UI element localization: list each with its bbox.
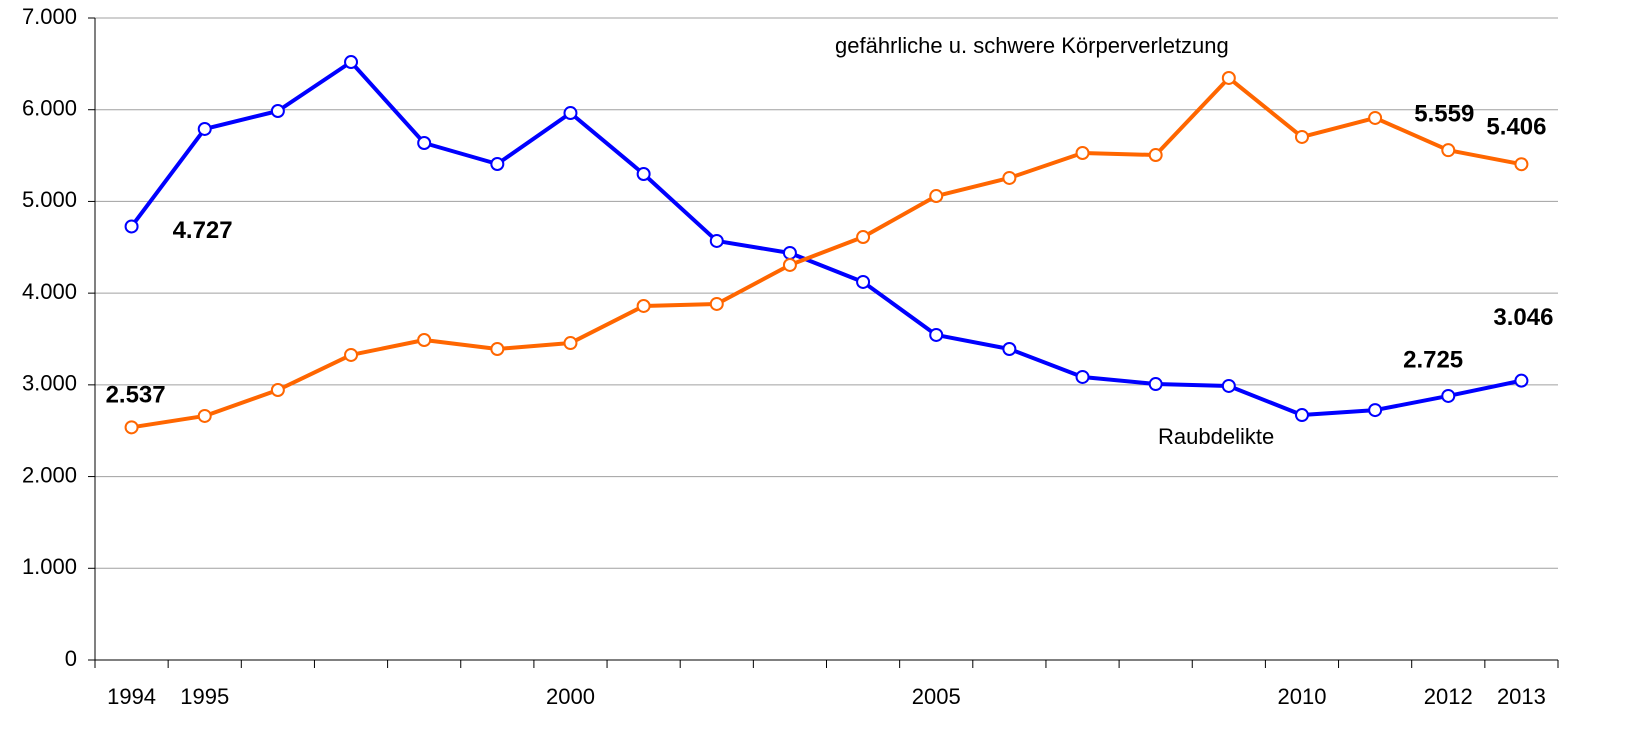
x-tick-label: 2005	[912, 684, 961, 709]
marker	[1441, 143, 1456, 158]
marker	[1148, 377, 1163, 392]
y-tick-label: 1.000	[22, 554, 77, 579]
marker	[709, 296, 724, 311]
marker	[270, 103, 285, 118]
x-tick-label: 1994	[107, 684, 156, 709]
data-label: 3.046	[1493, 304, 1553, 331]
marker	[636, 167, 651, 182]
marker	[124, 219, 139, 234]
marker	[1002, 341, 1017, 356]
marker	[782, 245, 797, 260]
data-label: 5.559	[1414, 101, 1474, 128]
marker	[782, 257, 797, 272]
marker	[929, 327, 944, 342]
marker	[344, 55, 359, 70]
marker	[1368, 110, 1383, 125]
x-tick-label: 2010	[1277, 684, 1326, 709]
marker	[197, 121, 212, 136]
y-tick-label: 4.000	[22, 279, 77, 304]
marker	[1075, 369, 1090, 384]
y-tick-label: 3.000	[22, 371, 77, 396]
marker	[197, 408, 212, 423]
x-tick-label: 2012	[1424, 684, 1473, 709]
marker	[417, 333, 432, 348]
marker	[563, 106, 578, 121]
line	[129, 60, 1522, 418]
marker	[636, 298, 651, 313]
y-tick-label: 5.000	[22, 187, 77, 212]
marker	[709, 233, 724, 248]
series-name: gefährliche u. schwere Körperverletzung	[835, 33, 1229, 58]
marker	[124, 420, 139, 435]
marker	[1002, 170, 1017, 185]
line	[131, 75, 1522, 430]
y-tick-label: 0	[65, 646, 77, 671]
marker	[270, 382, 285, 397]
marker	[490, 341, 505, 356]
data-label: 2.537	[106, 382, 166, 409]
data-label: 5.406	[1486, 114, 1546, 141]
marker	[1221, 378, 1236, 393]
x-tick-label: 1995	[180, 684, 229, 709]
marker	[1368, 403, 1383, 418]
marker	[417, 136, 432, 151]
series-name: Raubdelikte	[1158, 424, 1274, 449]
marker	[1148, 148, 1163, 163]
marker	[1294, 408, 1309, 423]
x-tick-label: 2013	[1497, 684, 1546, 709]
marker	[1441, 388, 1456, 403]
marker	[1075, 146, 1090, 161]
y-tick-label: 7.000	[22, 4, 77, 29]
y-tick-label: 6.000	[22, 96, 77, 121]
data-label: 4.727	[173, 217, 233, 244]
marker	[1294, 129, 1309, 144]
marker	[1221, 70, 1236, 85]
marker	[856, 274, 871, 289]
x-tick-label: 2000	[546, 684, 595, 709]
marker	[856, 230, 871, 245]
marker	[1514, 373, 1529, 388]
y-tick-label: 2.000	[22, 462, 77, 487]
marker	[344, 347, 359, 362]
data-label: 2.725	[1403, 346, 1463, 373]
marker	[563, 336, 578, 351]
marker	[490, 157, 505, 172]
marker	[1514, 157, 1529, 172]
marker	[929, 189, 944, 204]
